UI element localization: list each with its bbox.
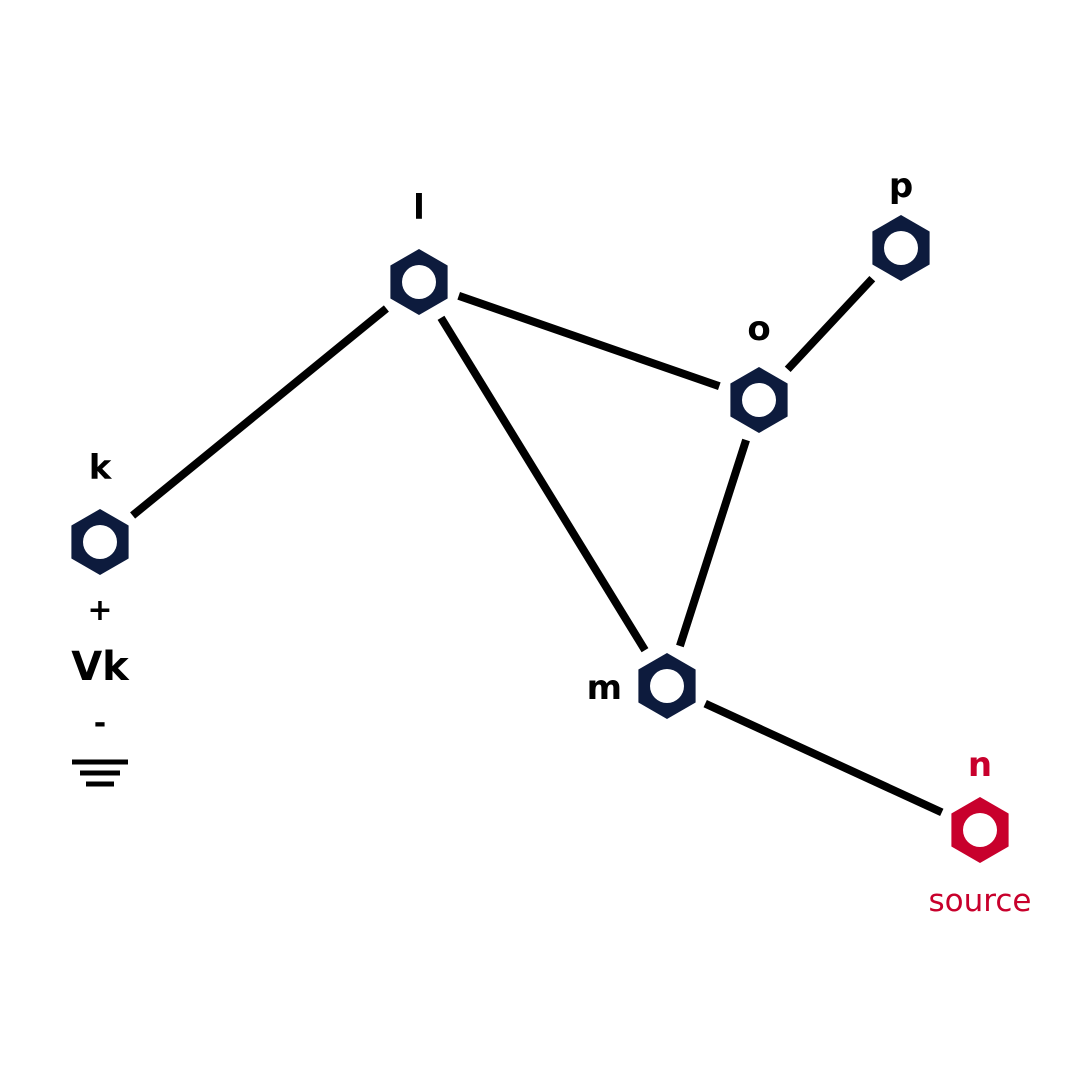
nodes-layer: l p o k m n bbox=[71, 166, 1009, 863]
voltage-label: Vk bbox=[71, 644, 130, 690]
voltage-source-annotation: + Vk - bbox=[71, 593, 130, 787]
edge-o-m bbox=[676, 438, 750, 648]
edge-l-k bbox=[130, 305, 389, 519]
node-n-ring bbox=[963, 813, 997, 847]
node-k: k bbox=[71, 448, 129, 575]
node-p-label: p bbox=[889, 166, 913, 206]
node-l-label: l bbox=[413, 188, 425, 228]
source-caption: source bbox=[929, 883, 1032, 919]
node-n: n bbox=[951, 745, 1009, 863]
node-o: o bbox=[730, 309, 788, 433]
node-m: m bbox=[587, 653, 696, 719]
edge-l-m bbox=[437, 315, 649, 653]
node-k-label: k bbox=[89, 448, 113, 488]
node-p: p bbox=[872, 166, 930, 281]
edge-o-p bbox=[784, 275, 876, 373]
plus-terminal: + bbox=[87, 593, 112, 628]
node-l: l bbox=[390, 188, 448, 315]
node-n-label: n bbox=[968, 745, 992, 785]
node-m-ring bbox=[650, 669, 684, 703]
edges-layer bbox=[130, 275, 944, 817]
ground-icon bbox=[72, 759, 128, 787]
node-o-ring bbox=[742, 383, 776, 417]
node-l-ring bbox=[402, 265, 436, 299]
edge-l-o bbox=[457, 292, 721, 390]
edge-m-n bbox=[703, 699, 944, 817]
node-p-ring bbox=[884, 231, 918, 265]
node-m-label: m bbox=[587, 668, 622, 708]
node-o-label: o bbox=[747, 309, 770, 349]
node-k-ring bbox=[83, 525, 117, 559]
minus-terminal: - bbox=[94, 706, 106, 741]
